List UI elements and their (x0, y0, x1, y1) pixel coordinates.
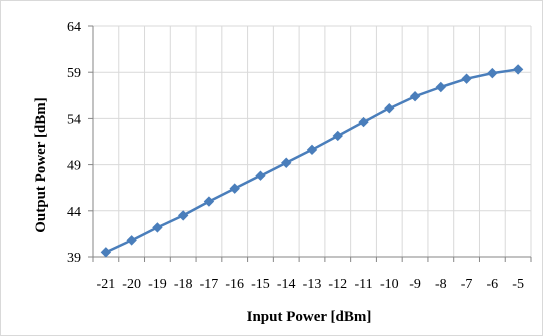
y-axis-title: Output Power [dBm] (33, 97, 49, 233)
data-point-marker (384, 103, 395, 114)
data-point-marker (126, 235, 137, 246)
x-tick-label: -13 (303, 277, 322, 292)
data-point-marker (152, 222, 163, 233)
y-tick-labels: 39 44 49 54 59 64 (67, 20, 81, 266)
grid (93, 25, 532, 257)
data-point-marker (512, 64, 524, 75)
data-point-marker (435, 81, 447, 93)
x-tick-label: -21 (97, 277, 116, 292)
data-point-marker (177, 210, 189, 221)
axes (88, 25, 532, 262)
x-tick-label: -5 (512, 277, 524, 292)
data-point-marker (100, 247, 112, 258)
x-tick-label: -8 (435, 277, 447, 292)
y-tick-label: 49 (67, 159, 81, 174)
x-tick-label: -14 (277, 277, 296, 292)
data-point-marker (332, 130, 343, 142)
x-tick-label: -18 (174, 277, 193, 292)
y-tick-label: 54 (67, 112, 81, 127)
x-tick-label: -9 (409, 277, 421, 292)
x-tick-label: -20 (122, 277, 141, 292)
x-tick-label: -6 (487, 277, 499, 292)
y-tick-label: 64 (67, 20, 81, 35)
data-point-marker (306, 144, 318, 156)
data-point-marker (203, 196, 215, 207)
x-tick-label: -10 (380, 277, 399, 292)
data-point-marker (229, 183, 240, 194)
x-tick-label: -19 (148, 277, 167, 292)
data-point-marker (409, 91, 421, 102)
x-tick-label: -12 (328, 277, 347, 292)
data-point-marker (487, 67, 498, 79)
series (100, 64, 524, 258)
data-point-marker (255, 170, 266, 181)
y-tick-label: 44 (67, 205, 81, 220)
x-axis-title: Input Power [dBm] (247, 309, 372, 325)
x-tick-label: -17 (200, 277, 219, 292)
y-tick-label: 39 (67, 251, 81, 266)
x-tick-label: -11 (354, 277, 372, 292)
x-tick-labels: -21 -20 -19 -18 -17 -16 -15 -14 -13 -12 -11 -10 -9 -8… (97, 277, 524, 292)
x-tick-label: -7 (461, 277, 473, 292)
x-tick-label: -15 (251, 277, 270, 292)
data-point-marker (358, 116, 369, 128)
x-tick-label: -16 (225, 277, 244, 292)
data-point-marker (281, 157, 292, 168)
series-line (105, 68, 519, 254)
data-point-marker (461, 73, 472, 84)
y-tick-label: 59 (67, 66, 81, 81)
